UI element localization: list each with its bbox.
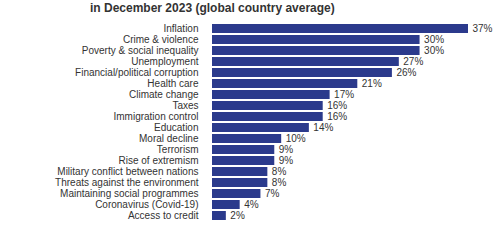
svg-text:27%: 27% bbox=[403, 56, 423, 67]
svg-text:Threats against the environmen: Threats against the environment bbox=[55, 177, 199, 188]
svg-text:2%: 2% bbox=[230, 210, 245, 221]
svg-text:Education: Education bbox=[154, 122, 198, 133]
svg-text:16%: 16% bbox=[327, 111, 347, 122]
svg-text:17%: 17% bbox=[334, 89, 354, 100]
svg-text:Military conflict between nati: Military conflict between nations bbox=[57, 166, 198, 177]
svg-text:Financial/political corruption: Financial/political corruption bbox=[75, 67, 198, 78]
svg-text:26%: 26% bbox=[396, 67, 416, 78]
svg-text:4%: 4% bbox=[244, 199, 259, 210]
svg-text:16%: 16% bbox=[327, 100, 347, 111]
svg-text:Crime & violence: Crime & violence bbox=[123, 34, 199, 45]
svg-text:Rise of extremism: Rise of extremism bbox=[118, 155, 198, 166]
svg-text:9%: 9% bbox=[279, 144, 294, 155]
svg-text:Health care: Health care bbox=[147, 78, 199, 89]
svg-text:Access to credit: Access to credit bbox=[128, 210, 199, 221]
svg-text:Moral decline: Moral decline bbox=[139, 133, 199, 144]
svg-text:30%: 30% bbox=[424, 34, 444, 45]
svg-text:30%: 30% bbox=[424, 45, 444, 56]
svg-text:Climate change: Climate change bbox=[129, 89, 199, 100]
svg-text:21%: 21% bbox=[362, 78, 382, 89]
svg-text:Poverty & social inequality: Poverty & social inequality bbox=[82, 45, 199, 56]
svg-text:Inflation: Inflation bbox=[163, 23, 198, 34]
svg-text:9%: 9% bbox=[279, 155, 294, 166]
html-text:in December 2023 (global count: in December 2023 (global country average… bbox=[90, 1, 335, 15]
svg-text:8%: 8% bbox=[272, 177, 287, 188]
svg-text:14%: 14% bbox=[313, 122, 333, 133]
svg-text:Coronavirus (Covid-19): Coronavirus (Covid-19) bbox=[95, 199, 198, 210]
svg-text:7%: 7% bbox=[265, 188, 280, 199]
svg-text:Unemployment: Unemployment bbox=[131, 56, 198, 67]
svg-text:Taxes: Taxes bbox=[172, 100, 198, 111]
svg-text:8%: 8% bbox=[272, 166, 287, 177]
svg-text:Immigration control: Immigration control bbox=[113, 111, 198, 122]
svg-text:Maintaining social programmes: Maintaining social programmes bbox=[60, 188, 198, 199]
svg-text:Terrorism: Terrorism bbox=[157, 144, 199, 155]
svg-text:10%: 10% bbox=[286, 133, 306, 144]
svg-text:37%: 37% bbox=[473, 23, 493, 34]
